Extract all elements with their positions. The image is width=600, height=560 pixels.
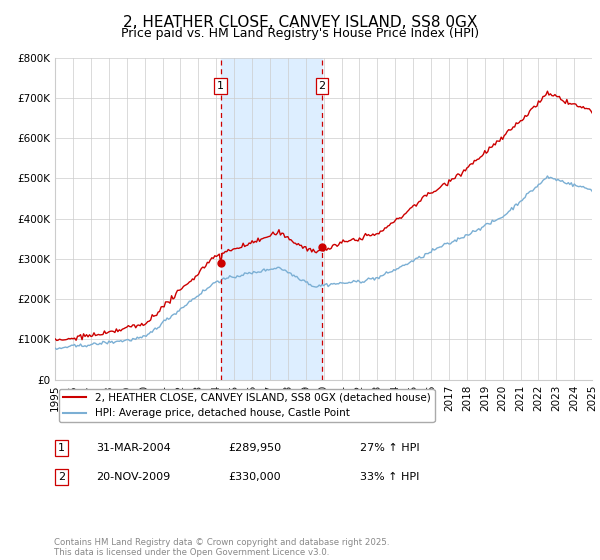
Text: 1: 1 — [58, 443, 65, 453]
Text: £289,950: £289,950 — [228, 443, 281, 453]
Text: 2: 2 — [58, 472, 65, 482]
Text: Price paid vs. HM Land Registry's House Price Index (HPI): Price paid vs. HM Land Registry's House … — [121, 27, 479, 40]
Text: 33% ↑ HPI: 33% ↑ HPI — [360, 472, 419, 482]
Text: 27% ↑ HPI: 27% ↑ HPI — [360, 443, 419, 453]
Text: 2, HEATHER CLOSE, CANVEY ISLAND, SS8 0GX: 2, HEATHER CLOSE, CANVEY ISLAND, SS8 0GX — [123, 15, 477, 30]
Text: 2: 2 — [319, 81, 325, 91]
Text: Contains HM Land Registry data © Crown copyright and database right 2025.
This d: Contains HM Land Registry data © Crown c… — [54, 538, 389, 557]
Legend: 2, HEATHER CLOSE, CANVEY ISLAND, SS8 0GX (detached house), HPI: Average price, d: 2, HEATHER CLOSE, CANVEY ISLAND, SS8 0GX… — [59, 389, 434, 422]
Text: 1: 1 — [217, 81, 224, 91]
Bar — [221, 58, 322, 380]
Text: £330,000: £330,000 — [228, 472, 281, 482]
Text: 31-MAR-2004: 31-MAR-2004 — [96, 443, 171, 453]
Text: 20-NOV-2009: 20-NOV-2009 — [96, 472, 170, 482]
